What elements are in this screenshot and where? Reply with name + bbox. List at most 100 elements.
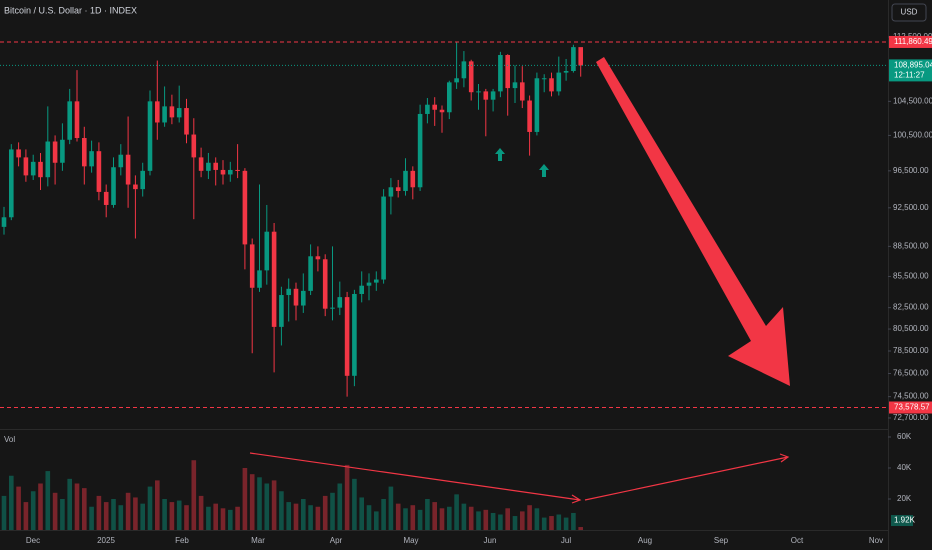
x-tick-label: Apr [330, 536, 343, 545]
candle-body [549, 78, 554, 92]
candle-body [461, 61, 467, 79]
volume-bar [344, 464, 350, 530]
currency-button[interactable] [891, 3, 927, 22]
volume-bar [315, 506, 321, 530]
candle-body [198, 157, 204, 171]
volume-bar [111, 498, 116, 530]
volume-bar [9, 475, 14, 530]
candle-body [483, 91, 489, 100]
candle-body [352, 293, 357, 376]
candle-body [60, 139, 65, 163]
candle-body [118, 154, 124, 168]
candle-body [410, 170, 416, 188]
candle-body [213, 162, 218, 170]
volume-bar [257, 477, 262, 530]
candle-body [89, 151, 94, 167]
last-price-tag [889, 59, 932, 82]
volume-bar [103, 502, 109, 530]
level-label: 111,860.49 [894, 37, 932, 46]
candle-body [417, 113, 423, 188]
candle-body [286, 288, 291, 296]
volume-bar [89, 506, 94, 530]
volume-bar [52, 492, 58, 530]
level-tag [889, 401, 932, 414]
y-tick-label: 74,500.00 [893, 392, 929, 401]
volume-bar [461, 503, 467, 530]
volume-bar [490, 512, 496, 530]
candle-body [111, 167, 116, 205]
candle-body [337, 297, 343, 308]
candle-body [541, 78, 547, 80]
trend-line [584, 453, 790, 501]
candle-body [293, 288, 299, 306]
level-tag [889, 35, 932, 48]
volume-bar [125, 492, 131, 530]
volume-bar [395, 503, 401, 530]
volume-bar [330, 492, 335, 530]
candle-body [45, 141, 51, 178]
candle-body [52, 141, 58, 163]
candle-body [235, 169, 240, 171]
up-arrow [539, 164, 549, 177]
volume-bar [571, 512, 576, 530]
x-tick-label: Nov [869, 536, 883, 545]
candle-body [74, 101, 80, 139]
volume-bar [82, 488, 87, 530]
volume-bar [578, 527, 583, 530]
y-tick-label: 60K [897, 432, 912, 441]
candle-body [330, 307, 335, 309]
trend-line [249, 452, 582, 504]
candle-body [322, 259, 328, 309]
y-tick-label: 104,500.00 [893, 96, 932, 105]
volume-bar [468, 506, 474, 530]
volume-bar [352, 478, 357, 530]
y-tick-label: 76,500.00 [893, 369, 929, 378]
volume-bar [45, 471, 51, 530]
x-tick-label: Dec [26, 536, 40, 545]
up-arrow [495, 148, 505, 161]
volume-bar [264, 483, 270, 530]
x-tick-label: Jul [561, 536, 571, 545]
candle-body [220, 169, 226, 175]
down-arrow [596, 57, 790, 386]
candle-body [490, 91, 496, 100]
candle-body [82, 138, 87, 167]
x-tick-label: Jun [484, 536, 497, 545]
volume-bar [432, 502, 437, 530]
volume-bar [447, 506, 452, 530]
volume-bar [206, 506, 211, 530]
candle-body [395, 187, 401, 191]
volume-bar [483, 509, 489, 530]
candle-body [191, 134, 197, 158]
candle-body [571, 47, 576, 71]
candle-body [374, 279, 379, 283]
volume-bar [527, 505, 532, 530]
volume-bar [563, 517, 569, 530]
volume-bar [242, 467, 248, 530]
last-price-label: 108,895.04 [894, 61, 932, 70]
candle-body [147, 101, 153, 171]
y-tick-label: 92,500.00 [893, 203, 929, 212]
level-label: 73,578.57 [894, 403, 930, 412]
candle-body [176, 108, 182, 118]
candle-body [432, 104, 437, 110]
candle-body [439, 109, 445, 113]
candle-body [9, 149, 14, 218]
candle-body [162, 106, 167, 123]
candle-body [169, 106, 175, 118]
y-tick-label: 96,500.00 [893, 166, 929, 175]
volume-bar [337, 483, 343, 530]
candle-body [96, 151, 102, 192]
candle-body [308, 256, 313, 291]
volume-bar [30, 491, 36, 530]
candle-body [556, 72, 562, 92]
candle-body [206, 162, 211, 171]
candle-body [30, 161, 36, 176]
x-tick-label: 2025 [97, 536, 115, 545]
volume-bar [169, 502, 175, 530]
candle-body [228, 169, 233, 175]
countdown-label: 12:11:27 [894, 71, 925, 80]
volume-bar [162, 498, 167, 530]
x-tick-label: Feb [175, 536, 189, 545]
volume-bar [286, 502, 291, 530]
